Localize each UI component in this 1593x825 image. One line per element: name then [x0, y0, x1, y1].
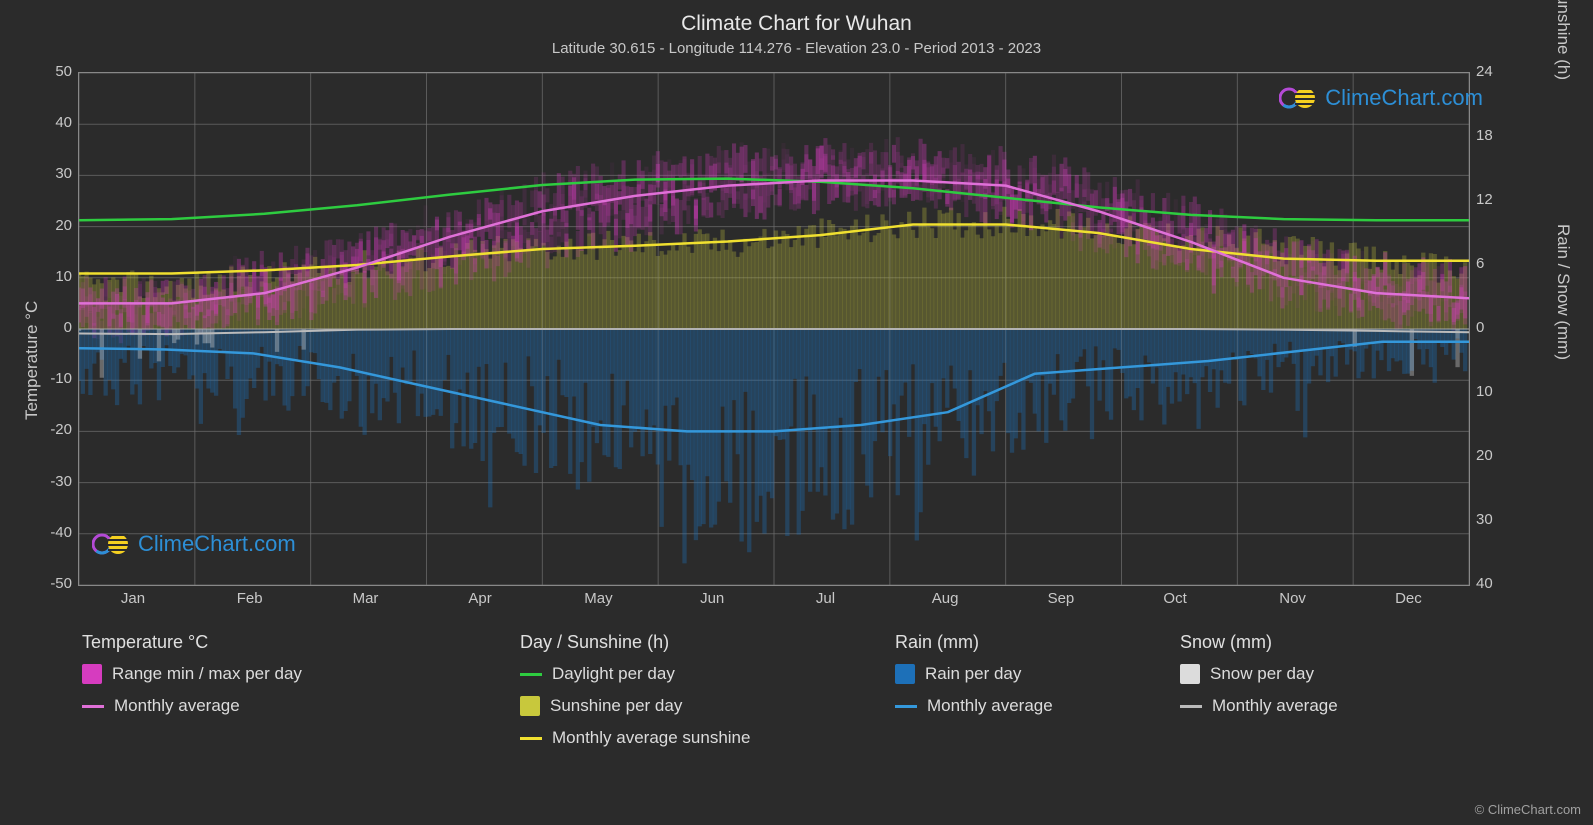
y-right-tick: 30 — [1476, 511, 1493, 528]
legend-swatch — [82, 664, 102, 684]
y-right-tick: 18 — [1476, 127, 1493, 144]
legend-item: Daylight per day — [520, 663, 750, 685]
x-tick: Aug — [932, 590, 959, 607]
chart-title: Climate Chart for Wuhan — [0, 12, 1593, 36]
legend-item: Monthly average — [895, 695, 1053, 717]
legend-header: Temperature °C — [82, 632, 302, 653]
watermark-text: ClimeChart.com — [138, 531, 296, 557]
y-right-tick: 24 — [1476, 63, 1493, 80]
legend-item: Monthly average — [82, 695, 302, 717]
y-left-tick: -50 — [50, 575, 72, 592]
legend-label: Monthly average — [1212, 696, 1338, 716]
y-right-top-axis-label: Day / Sunshine (h) — [1553, 0, 1573, 80]
y-left-tick: -30 — [50, 473, 72, 490]
legend-swatch — [82, 705, 104, 708]
y-left-tick: 50 — [55, 63, 72, 80]
y-right-tick: 40 — [1476, 575, 1493, 592]
legend-header: Snow (mm) — [1180, 632, 1338, 653]
y-left-tick: 0 — [64, 319, 72, 336]
legend-swatch — [895, 664, 915, 684]
legend-group: Rain (mm) Rain per day Monthly average — [895, 632, 1053, 727]
legend-swatch — [895, 705, 917, 708]
legend-label: Monthly average sunshine — [552, 728, 750, 748]
x-tick: Oct — [1163, 590, 1186, 607]
legend-header: Rain (mm) — [895, 632, 1053, 653]
legend-group: Snow (mm) Snow per day Monthly average — [1180, 632, 1338, 727]
y-right-tick: 12 — [1476, 191, 1493, 208]
y-right-bottom-axis-label: Rain / Snow (mm) — [1553, 224, 1573, 360]
chart-plot — [78, 72, 1470, 586]
x-tick: Jan — [121, 590, 145, 607]
x-tick: Feb — [237, 590, 263, 607]
y-left-tick: -10 — [50, 370, 72, 387]
legend-swatch — [1180, 705, 1202, 708]
x-tick: May — [584, 590, 612, 607]
climate-chart-root: Climate Chart for Wuhan Latitude 30.615 … — [0, 0, 1593, 825]
legend-label: Sunshine per day — [550, 696, 682, 716]
y-left-tick: -40 — [50, 524, 72, 541]
legend-label: Rain per day — [925, 664, 1021, 684]
y-left-tick: 10 — [55, 268, 72, 285]
legend-group: Day / Sunshine (h) Daylight per day Sunshi… — [520, 632, 750, 759]
climechart-logo-icon — [1279, 84, 1319, 112]
x-tick: Dec — [1395, 590, 1422, 607]
watermark-bottom-left: ClimeChart.com — [92, 530, 296, 558]
legend-label: Daylight per day — [552, 664, 675, 684]
x-tick: Nov — [1279, 590, 1306, 607]
legend-header: Day / Sunshine (h) — [520, 632, 750, 653]
legend-item: Monthly average — [1180, 695, 1338, 717]
legend-swatch — [1180, 664, 1200, 684]
y-left-axis-label: Temperature °C — [22, 301, 42, 420]
y-right-tick: 6 — [1476, 255, 1484, 272]
copyright: © ClimeChart.com — [1475, 802, 1581, 817]
chart-subtitle: Latitude 30.615 - Longitude 114.276 - El… — [0, 40, 1593, 57]
x-tick: Sep — [1048, 590, 1075, 607]
climechart-logo-icon — [92, 530, 132, 558]
x-tick: Jul — [816, 590, 835, 607]
y-left-tick: -20 — [50, 421, 72, 438]
legend-item: Rain per day — [895, 663, 1053, 685]
watermark-top-right: ClimeChart.com — [1279, 84, 1483, 112]
legend-label: Snow per day — [1210, 664, 1314, 684]
legend-swatch — [520, 737, 542, 740]
legend-item: Range min / max per day — [82, 663, 302, 685]
y-right-tick: 0 — [1476, 319, 1484, 336]
y-left-tick: 30 — [55, 165, 72, 182]
y-right-tick: 10 — [1476, 383, 1493, 400]
legend-item: Snow per day — [1180, 663, 1338, 685]
x-tick: Jun — [700, 590, 724, 607]
legend-item: Sunshine per day — [520, 695, 750, 717]
y-right-tick: 20 — [1476, 447, 1493, 464]
x-tick: Mar — [353, 590, 379, 607]
legend-label: Monthly average — [927, 696, 1053, 716]
watermark-text: ClimeChart.com — [1325, 85, 1483, 111]
y-left-tick: 20 — [55, 217, 72, 234]
legend-item: Monthly average sunshine — [520, 727, 750, 749]
y-left-tick: 40 — [55, 114, 72, 131]
legend-group: Temperature °C Range min / max per day Mon… — [82, 632, 302, 727]
legend-label: Monthly average — [114, 696, 240, 716]
x-tick: Apr — [468, 590, 491, 607]
legend-swatch — [520, 696, 540, 716]
legend-swatch — [520, 673, 542, 676]
legend-label: Range min / max per day — [112, 664, 302, 684]
